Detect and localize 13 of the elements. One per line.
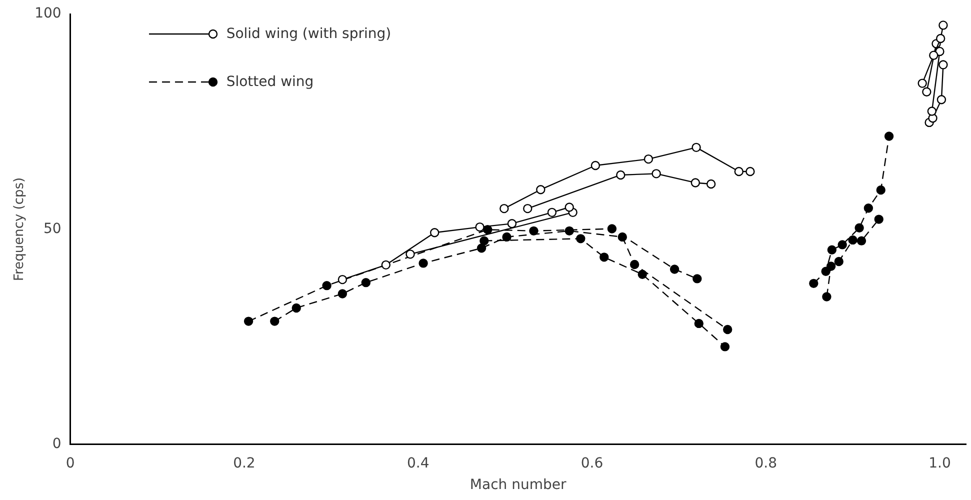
x-tick-label: 1.0: [928, 455, 951, 472]
y-tick-label: 50: [43, 220, 62, 237]
x-tick-label: 0: [66, 455, 75, 472]
legend-label: Slotted wing: [226, 74, 314, 90]
y-axis-title: Frequency (cps): [12, 177, 28, 282]
x-tick-label: 0.6: [580, 455, 604, 472]
x-tick-label: 0.8: [754, 455, 777, 472]
x-tick-label: 0.4: [406, 455, 430, 472]
x-axis-title: Mach number: [470, 477, 566, 494]
legend-label: Solid wing (with spring): [226, 26, 392, 42]
y-tick-label: 0: [52, 436, 62, 452]
x-tick-label: 0.2: [233, 455, 256, 472]
y-tick-label: 100: [34, 6, 62, 22]
